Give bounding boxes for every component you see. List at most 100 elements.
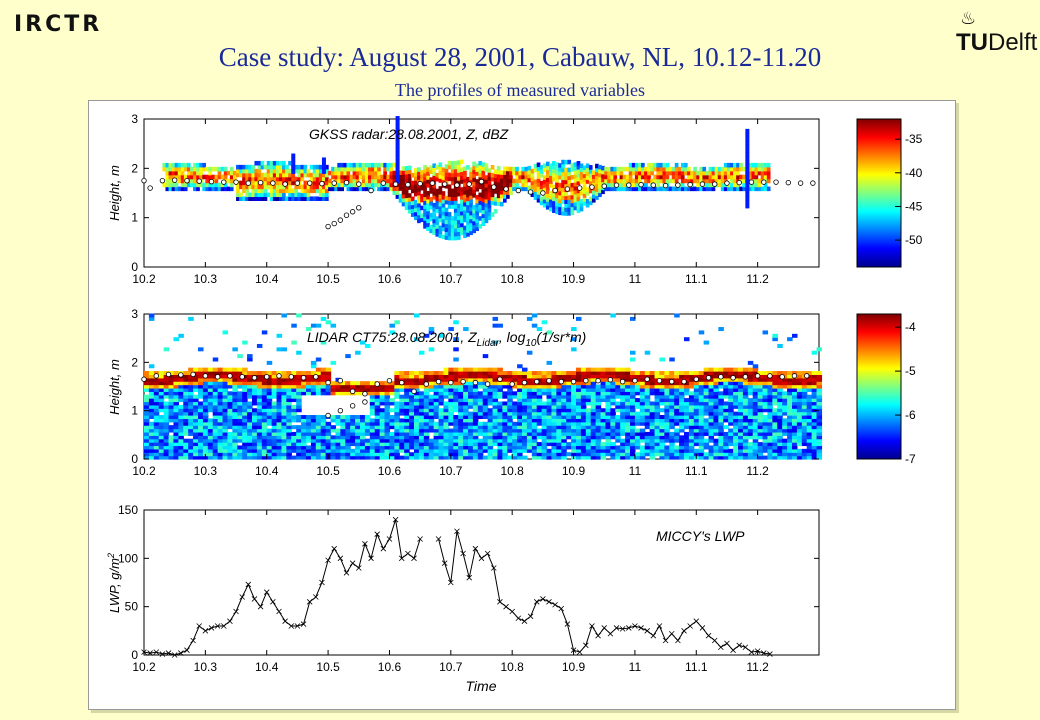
radar-cell xyxy=(279,184,283,190)
lidar-cell xyxy=(487,384,494,389)
lidar-panel: 10.2 10.3 10.4 10.5 10.6 10.7 10.8 10.9 11 11.1 11… xyxy=(107,307,916,478)
lidar-cell xyxy=(320,455,327,460)
lidar-cell xyxy=(541,381,548,386)
radar-cell xyxy=(447,227,452,233)
lidar-cell xyxy=(188,455,194,460)
lidar-cell xyxy=(266,455,273,460)
radar-cell xyxy=(478,176,483,182)
radar-cell xyxy=(585,175,590,180)
radar-cell xyxy=(539,184,544,190)
radar-cell xyxy=(745,172,750,177)
lidar-cell xyxy=(247,374,253,379)
lidar-cell xyxy=(232,425,238,430)
radar-cell xyxy=(447,164,452,170)
radar-cell xyxy=(478,200,483,205)
radar-cell xyxy=(745,199,750,205)
lidar-cell xyxy=(433,387,440,392)
radar-cell xyxy=(595,179,599,185)
radar-cell xyxy=(214,174,219,180)
radar-cell xyxy=(257,176,262,182)
radar-cell xyxy=(432,167,437,172)
lidar-cell xyxy=(477,404,484,409)
lidar-cell xyxy=(271,391,278,396)
lidar-cell xyxy=(585,377,592,382)
lidar-cell xyxy=(252,438,258,443)
lidar-cell xyxy=(497,381,503,386)
lidar-cell xyxy=(492,408,499,413)
radar-cell xyxy=(432,206,437,212)
radar-cell xyxy=(291,153,296,159)
radar-cell xyxy=(174,162,179,168)
lidar-cell xyxy=(389,435,395,440)
radar-cell xyxy=(567,211,572,216)
lidar-cell xyxy=(718,448,724,453)
lidar-cell xyxy=(752,438,759,443)
lidar-cell xyxy=(630,387,636,392)
lidar-cell xyxy=(443,448,449,453)
radar-cell xyxy=(282,176,286,182)
radar-cell xyxy=(502,178,507,183)
lidar-cell xyxy=(345,391,351,396)
lidar-cell xyxy=(438,408,445,413)
lidar-cell xyxy=(458,415,464,419)
lidar-cell xyxy=(173,384,179,389)
lidar-cell xyxy=(291,381,297,386)
lidar-cell xyxy=(595,387,602,392)
radar-cell xyxy=(610,186,615,192)
lidar-cell xyxy=(531,425,538,430)
lidar-cell xyxy=(399,371,405,376)
lidar-cell xyxy=(291,340,297,345)
radar-cell xyxy=(466,224,470,229)
radar-cell xyxy=(432,175,437,180)
radar-cell xyxy=(343,170,348,176)
radar-cell xyxy=(570,186,575,192)
lidar-cell xyxy=(163,415,170,419)
radar-cell xyxy=(745,176,750,181)
radar-cell xyxy=(269,160,274,166)
lidar-cell xyxy=(463,404,469,409)
radar-cell xyxy=(653,186,657,192)
lidar-cell xyxy=(728,452,734,457)
lidar-cell xyxy=(153,452,160,457)
lidar-cell xyxy=(669,374,675,379)
lidar-cell xyxy=(723,455,729,460)
radar-cell xyxy=(487,203,492,209)
lidar-cell xyxy=(173,452,179,457)
lidar-cell xyxy=(256,411,263,416)
radar-cell xyxy=(288,176,292,182)
radar-cell xyxy=(414,176,418,181)
lidar-cell xyxy=(674,408,680,413)
radar-cell xyxy=(432,163,437,168)
lidar-cell xyxy=(242,445,248,450)
radar-cell xyxy=(288,196,292,201)
lidar-cell xyxy=(310,387,317,392)
radar-cell xyxy=(542,167,547,172)
lidar-cell xyxy=(669,448,675,453)
lidar-cell xyxy=(202,418,209,423)
lidar-cell xyxy=(723,442,729,447)
lidar-cell xyxy=(747,387,754,392)
lidar-cell xyxy=(757,371,764,376)
radar-cell xyxy=(318,196,323,201)
radar-cell xyxy=(438,201,443,207)
lidar-cell xyxy=(173,415,179,419)
lidar-cell xyxy=(512,408,518,413)
lidar-cell xyxy=(590,452,597,457)
lidar-cell xyxy=(649,438,656,443)
lidar-cell xyxy=(487,411,494,416)
radar-cell xyxy=(272,160,277,166)
lidar-cell xyxy=(178,404,184,409)
radar-cell xyxy=(251,168,256,174)
lidar-cell xyxy=(252,442,258,447)
lidar-cell xyxy=(369,384,376,389)
radar-cell xyxy=(269,168,274,174)
lidar-cell xyxy=(477,421,484,426)
lidar-cell xyxy=(217,442,224,447)
radar-cell xyxy=(254,196,259,201)
radar-cell xyxy=(315,188,320,194)
radar-cell xyxy=(561,195,565,200)
radar-cell xyxy=(291,165,296,170)
lidar-cell xyxy=(517,401,523,406)
lidar-cell xyxy=(198,452,204,457)
lidar-cell xyxy=(212,391,219,396)
